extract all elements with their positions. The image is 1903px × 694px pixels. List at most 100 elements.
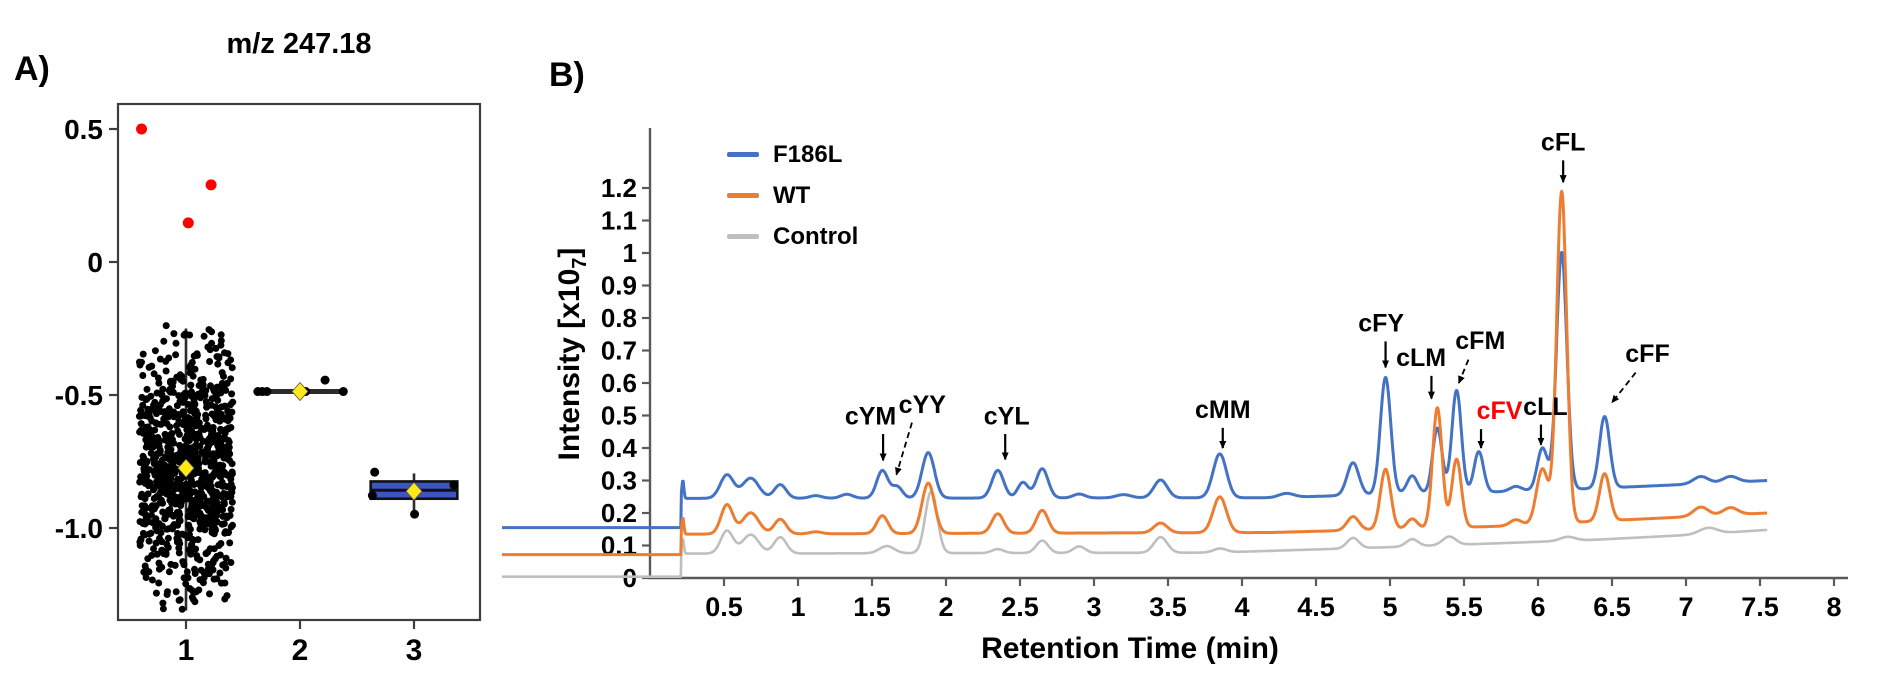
swarm-point <box>162 367 170 375</box>
panel-b-x-axis-title: Retention Time (min) <box>981 632 1279 665</box>
legend-item-wt: WT <box>727 175 858 216</box>
swarm-point <box>218 478 226 486</box>
panel-b-x-tick-label: 1.5 <box>853 592 891 622</box>
panel-a-x-tick-label: 2 <box>292 634 309 667</box>
swarm-point <box>195 512 203 519</box>
swarm-point <box>165 568 173 576</box>
swarm-point <box>156 355 164 363</box>
swarm-point <box>167 475 175 483</box>
swarm-point <box>201 469 209 477</box>
swarm-point <box>165 463 173 470</box>
swarm-point <box>214 432 222 439</box>
swarm-point <box>226 539 234 547</box>
swarm-point <box>163 525 171 533</box>
legend-label-wt: WT <box>773 181 811 209</box>
swarm-point <box>228 498 236 506</box>
swarm-point <box>222 512 230 520</box>
swarm-point <box>172 339 180 347</box>
swarm-point <box>164 534 172 542</box>
swarm-point <box>159 385 167 393</box>
panel-a-label: A) <box>14 50 50 88</box>
swarm-point <box>142 574 150 581</box>
swarm-point <box>211 467 219 475</box>
swarm-point <box>162 550 170 558</box>
swarm-point <box>227 505 235 513</box>
swarm-point <box>218 520 226 528</box>
swarm-point <box>228 460 236 468</box>
swarm-point <box>165 506 173 514</box>
swarm-point <box>144 423 152 431</box>
swarm-point <box>154 404 162 412</box>
swarm-point <box>211 555 219 563</box>
swarm-point <box>136 541 144 549</box>
panel-b-x-tick-label: 8 <box>1826 592 1841 622</box>
swarm-point <box>139 350 147 358</box>
swarm-point <box>136 412 144 420</box>
swarm-point <box>190 403 198 411</box>
swarm-point <box>142 476 150 484</box>
swarm-point <box>155 520 163 528</box>
swarm-point <box>176 540 184 548</box>
swarm-point <box>185 522 193 529</box>
swarm-point <box>192 444 200 452</box>
swarm-point <box>206 358 214 365</box>
swarm-point <box>178 474 185 482</box>
legend-swatch-f186l <box>727 152 759 157</box>
y-axis-title-text: Intensity [x10 <box>553 268 586 461</box>
trace-control <box>501 490 1768 578</box>
peak-label-cYM: cYM <box>845 403 896 431</box>
panel-a-x-tick-label: 1 <box>178 634 195 667</box>
swarm-point <box>217 337 225 345</box>
panel-b-x-tick-label: 2.5 <box>1001 592 1039 622</box>
swarm-point <box>181 394 189 402</box>
swarm-point <box>167 388 174 396</box>
swarm-point <box>143 395 151 403</box>
peak-label-cFY: cFY <box>1358 310 1404 338</box>
y-axis-title-subscript: 7 <box>569 257 591 269</box>
panel-b-x-tick-label: 4.5 <box>1297 592 1335 622</box>
swarm-point <box>173 422 180 430</box>
swarm-point <box>137 493 145 501</box>
group-2-point <box>320 375 330 385</box>
swarm-point <box>184 495 192 503</box>
panel-a-x-tick-label: 3 <box>406 634 423 667</box>
swarm-point <box>165 354 173 362</box>
swarm-point <box>162 322 170 330</box>
swarm-point <box>175 596 183 604</box>
legend-item-f186l: F186L <box>727 134 858 175</box>
swarm-point <box>153 450 161 458</box>
swarm-point <box>170 521 178 528</box>
swarm-point <box>179 445 187 453</box>
group-3-point <box>449 480 459 490</box>
swarm-point <box>200 493 208 500</box>
swarm-point <box>218 447 226 455</box>
swarm-point <box>198 448 206 456</box>
swarm-point <box>171 493 179 501</box>
swarm-point <box>161 430 169 438</box>
swarm-point <box>182 485 190 493</box>
swarm-point <box>209 427 217 435</box>
swarm-point <box>159 488 167 496</box>
swarm-point <box>195 460 203 468</box>
panel-b-y-tick-label: 0.7 <box>601 336 637 366</box>
swarm-point <box>181 413 189 421</box>
swarm-point <box>191 365 199 373</box>
swarm-point <box>187 381 195 389</box>
panel-b-x-tick-label: 6.5 <box>1593 592 1631 622</box>
swarm-point <box>144 412 152 420</box>
swarm-point <box>228 408 236 416</box>
swarm-point <box>164 451 172 459</box>
panel-a-frame <box>116 102 482 622</box>
swarm-point <box>200 332 208 340</box>
swarm-point <box>145 530 153 538</box>
panel-b-y-tick-label: 0.6 <box>601 368 637 398</box>
panel-b-y-tick-label: 0.2 <box>601 498 637 528</box>
swarm-point <box>202 516 210 524</box>
swarm-point <box>196 556 204 564</box>
swarm-point <box>206 590 213 598</box>
swarm-point <box>152 589 160 597</box>
panel-b-y-tick-label: 1 <box>623 238 637 268</box>
swarm-point <box>159 499 167 507</box>
panel-a-y-tick-label: -0.5 <box>55 380 103 411</box>
